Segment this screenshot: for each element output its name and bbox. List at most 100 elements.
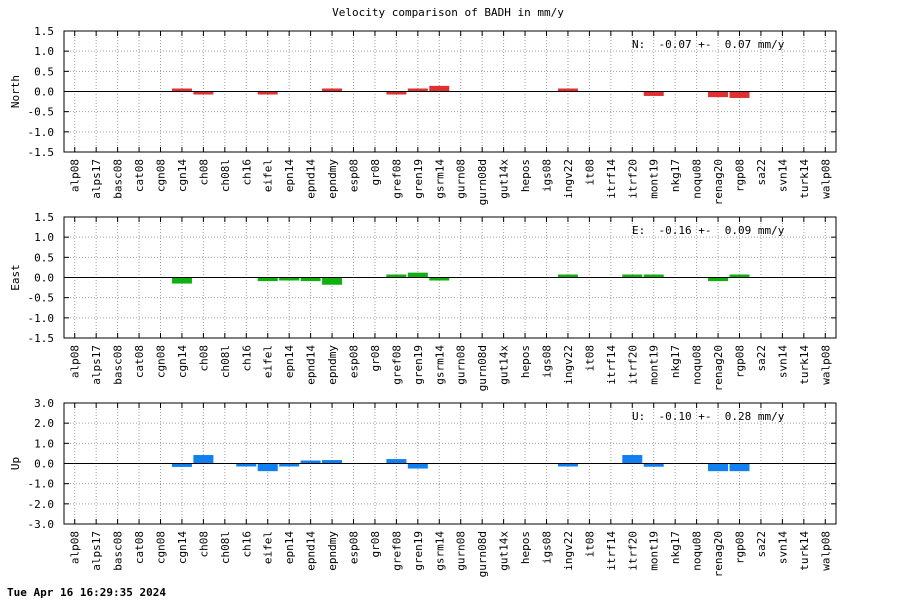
bar-ch08	[193, 455, 214, 464]
x-tick-label: epndmy	[326, 531, 339, 571]
bar-mont19	[643, 274, 664, 278]
chart-panels: 1.5 1.0 0.5 0.0 -0.5 -1.0 -1.5 North N: -0.07 +-…	[9, 25, 837, 577]
x-tick-label: cgn08	[155, 159, 168, 192]
x-tick-label: turk14	[798, 531, 811, 571]
plot-frame	[63, 216, 837, 339]
x-tick-label: alp08	[69, 345, 82, 378]
summary-label: U: -0.10 +- 0.28 mm/y	[632, 410, 785, 423]
x-tick-label: cgn14	[176, 531, 189, 564]
bar-eifel	[257, 277, 278, 282]
x-tick-label: ingv22	[562, 345, 575, 385]
x-tick-label: ch08l	[219, 345, 232, 378]
x-tick-label: itrf20	[626, 345, 639, 385]
x-tick-label: gurn08	[455, 345, 468, 385]
x-tick-label: igs08	[541, 159, 554, 192]
plot-frame	[63, 402, 837, 525]
y-tick-label: -1.0	[28, 478, 55, 491]
bar-epnd14	[300, 277, 321, 282]
bar-ch16	[236, 463, 257, 467]
x-tick-label: gut14x	[498, 531, 511, 571]
y-axis-label: East	[9, 264, 22, 291]
bar-itrf20	[622, 274, 643, 278]
bar-gsrm14	[429, 277, 450, 281]
x-tick-label: cgn08	[155, 531, 168, 564]
x-tick-label: walp08	[819, 345, 832, 385]
bar-ingv22	[557, 463, 578, 467]
x-tick-label: gr08	[369, 345, 382, 372]
x-tick-label: ch16	[240, 345, 253, 372]
bar-gref08	[386, 91, 407, 95]
bar-renag20	[708, 277, 729, 282]
x-tick-label: svn14	[776, 345, 789, 378]
x-tick-label: it08	[583, 531, 596, 558]
x-tick-label: gurn08d	[476, 159, 489, 205]
x-tick-label: gref08	[390, 159, 403, 199]
x-tick-label: alp08	[69, 531, 82, 564]
x-tick-label: nkg17	[669, 345, 682, 378]
x-tick-label: sa22	[755, 345, 768, 372]
x-tick-label: it08	[583, 159, 596, 186]
x-tick-label: itrf14	[605, 159, 618, 199]
x-tick-label: svn14	[776, 159, 789, 192]
x-tick-label: eifel	[262, 531, 275, 564]
x-tick-label: nkg17	[669, 159, 682, 192]
y-tick-label: 1.0	[34, 437, 54, 450]
x-tick-label: rgp08	[734, 159, 747, 192]
bar-gren19	[407, 88, 428, 92]
x-tick-label: igs08	[541, 345, 554, 378]
x-tick-label: gurn08d	[476, 345, 489, 391]
x-tick-label: ingv22	[562, 159, 575, 199]
summary-label: N: -0.07 +- 0.07 mm/y	[632, 38, 785, 51]
bar-cgn14	[171, 463, 192, 467]
x-tick-label: mont19	[648, 531, 661, 571]
bar-gref08	[386, 459, 407, 464]
bar-ingv22	[557, 274, 578, 278]
x-tick-label: cat08	[133, 531, 146, 564]
x-tick-label: hepos	[519, 531, 532, 564]
x-tick-label: mont19	[648, 159, 661, 199]
x-tick-label: eifel	[262, 345, 275, 378]
bar-rgp08	[729, 274, 750, 278]
y-tick-label: -1.0	[28, 126, 55, 139]
y-tick-label: -1.5	[28, 146, 55, 159]
x-tick-label: noqu08	[691, 345, 704, 385]
x-tick-label: it08	[583, 345, 596, 372]
x-tick-label: cgn14	[176, 345, 189, 378]
x-tick-label: gr08	[369, 159, 382, 186]
x-tick-label: hepos	[519, 345, 532, 378]
bar-eifel	[257, 463, 278, 472]
x-tick-label: gren19	[412, 531, 425, 571]
y-tick-label: 0.5	[34, 251, 54, 264]
x-tick-label: itrf14	[605, 531, 618, 571]
x-tick-label: renag20	[712, 159, 725, 205]
x-tick-label: renag20	[712, 531, 725, 577]
bar-epnd14	[300, 460, 321, 464]
y-tick-label: 0.0	[34, 86, 54, 99]
x-tick-label: gref08	[390, 531, 403, 571]
bar-rgp08	[729, 91, 750, 98]
x-tick-label: alp08	[69, 159, 82, 192]
y-tick-label: 1.0	[34, 45, 54, 58]
x-tick-label: ch16	[240, 531, 253, 558]
x-tick-label: epn14	[283, 345, 296, 378]
x-tick-label: noqu08	[691, 159, 704, 199]
x-tick-label: gr08	[369, 531, 382, 558]
x-tick-label: igs08	[541, 531, 554, 564]
x-tick-label: rgp08	[734, 531, 747, 564]
x-tick-label: epn14	[283, 531, 296, 564]
summary-label: E: -0.16 +- 0.09 mm/y	[632, 224, 785, 237]
y-tick-label: 0.0	[34, 458, 54, 471]
x-tick-label: epnd14	[305, 531, 318, 571]
x-tick-label: gut14x	[498, 345, 511, 385]
panel-east: 1.5 1.0 0.5 0.0 -0.5 -1.0 -1.5 East E: -0.16 +- …	[9, 211, 837, 391]
x-tick-label: svn14	[776, 531, 789, 564]
x-tick-label: itrf20	[626, 159, 639, 199]
bar-ingv22	[557, 88, 578, 92]
x-tick-label: sa22	[755, 531, 768, 558]
x-tick-label: gsrm14	[433, 531, 446, 571]
bar-epndmy	[322, 460, 343, 464]
x-tick-label: ch08	[197, 531, 210, 558]
x-tick-label: ch08	[197, 159, 210, 186]
chart-title: Velocity comparison of BADH in mm/y	[332, 6, 564, 19]
bar-ch08	[193, 91, 214, 95]
